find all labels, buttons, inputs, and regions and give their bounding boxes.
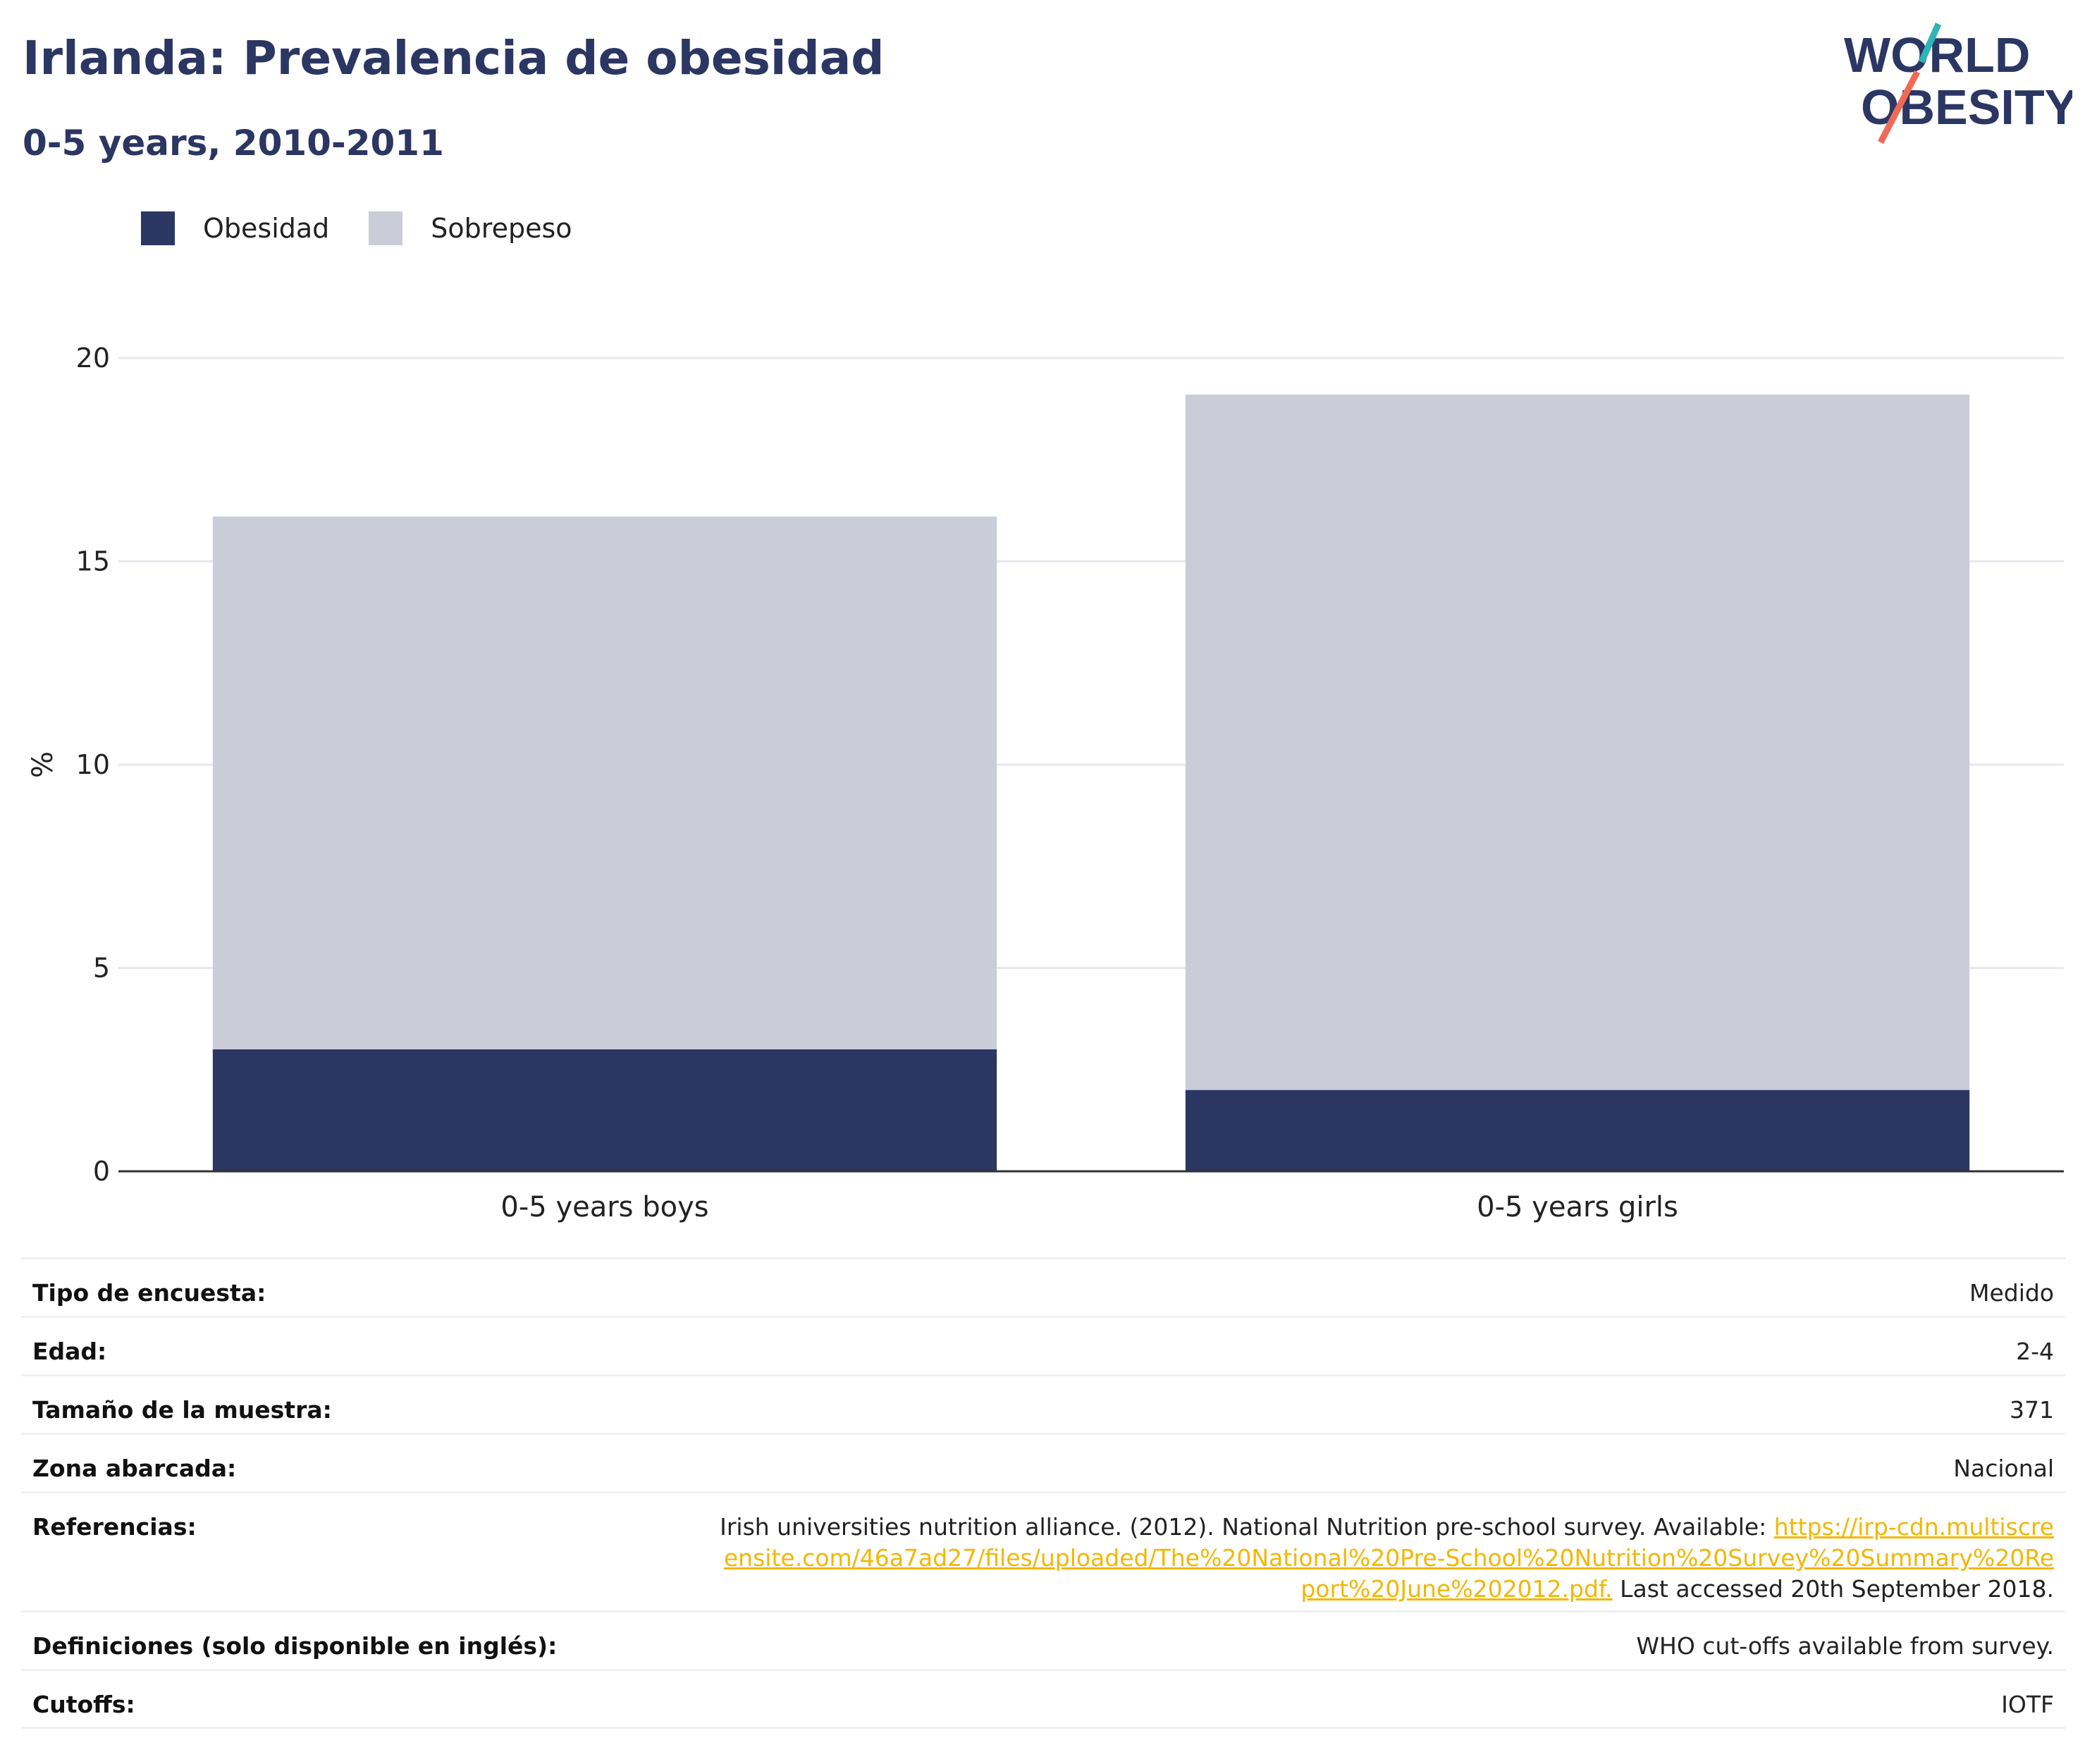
references-after: Last accessed 20th September 2018. [1612, 1575, 2054, 1603]
info-label: Tamaño de la muestra: [32, 1396, 332, 1424]
bar-obesidad [1185, 1090, 1970, 1171]
info-label: Edad: [32, 1338, 107, 1365]
legend-item-sobrepeso[interactable]: Sobrepeso [369, 211, 572, 245]
info-value: 371 [2010, 1396, 2054, 1424]
info-row-cutoffs: Cutoffs: IOTF [21, 1669, 2065, 1729]
y-tick-label: 0 [93, 1156, 110, 1187]
info-label: Cutoffs: [32, 1691, 135, 1718]
info-row-sample-size: Tamaño de la muestra: 371 [21, 1374, 2065, 1433]
legend-item-obesidad[interactable]: Obesidad [141, 211, 329, 245]
info-row-coverage: Zona abarcada: Nacional [21, 1433, 2065, 1491]
info-value: Medido [1969, 1279, 2054, 1307]
references-text: Irish universities nutrition alliance. (… [715, 1512, 2054, 1605]
info-value: WHO cut-offs available from survey. [1636, 1632, 2054, 1660]
legend-label-sobrepeso: Sobrepeso [431, 213, 572, 244]
legend-swatch-sobrepeso [369, 211, 403, 245]
y-tick-label: 5 [93, 953, 110, 984]
survey-info-table: Tipo de encuesta: Medido Edad: 2-4 Tamañ… [21, 1257, 2065, 1729]
info-value: Nacional [1953, 1455, 2054, 1482]
bar-chart: 0 5 10 15 20% 0-5 years boys 0-5 years girls [27, 343, 2064, 1223]
logo-line1: WORLD [1844, 27, 2030, 82]
y-axis-label: % [27, 751, 59, 778]
chart-title: Irlanda: Prevalencia de obesidad [23, 31, 885, 85]
logo-slash-teal [1918, 23, 1942, 63]
info-label: Definiciones (solo disponible en inglés)… [32, 1632, 558, 1660]
references-link[interactable]: https://irp-cdn.multiscreensite.com/46a7… [723, 1513, 2054, 1603]
info-value: 2-4 [2016, 1338, 2054, 1365]
references-before: Irish universities nutrition alliance. (… [720, 1513, 1774, 1541]
legend: Obesidad Sobrepeso [141, 210, 612, 247]
logo-line2: OBESITY [1861, 80, 2072, 135]
legend-swatch-obesidad [141, 211, 175, 245]
info-label: Referencias: [32, 1513, 197, 1541]
logo-slash-coral [1878, 70, 1920, 144]
info-label: Tipo de encuesta: [32, 1279, 266, 1307]
info-value: IOTF [2001, 1691, 2054, 1718]
bar-sobrepeso [1185, 394, 1970, 1090]
info-label: Zona abarcada: [32, 1455, 237, 1482]
chart-subtitle: 0-5 years, 2010-2011 [23, 123, 444, 164]
y-tick-label: 10 [76, 749, 110, 780]
bar-sobrepeso [212, 517, 997, 1049]
x-tick-label: 0-5 years boys [500, 1191, 708, 1223]
y-tick-label: 15 [76, 546, 110, 577]
legend-label-obesidad: Obesidad [203, 213, 330, 244]
info-row-definitions: Definiciones (solo disponible en inglés)… [21, 1610, 2065, 1669]
info-row-survey-type: Tipo de encuesta: Medido [21, 1257, 2065, 1316]
info-row-references: Referencias: Irish universities nutritio… [21, 1491, 2065, 1610]
info-row-age: Edad: 2-4 [21, 1316, 2065, 1374]
world-obesity-logo: WORLD OBESITY [1833, 21, 2077, 148]
bar-obesidad [212, 1049, 997, 1171]
x-tick-label: 0-5 years girls [1477, 1191, 1678, 1223]
y-tick-label: 20 [76, 343, 110, 374]
